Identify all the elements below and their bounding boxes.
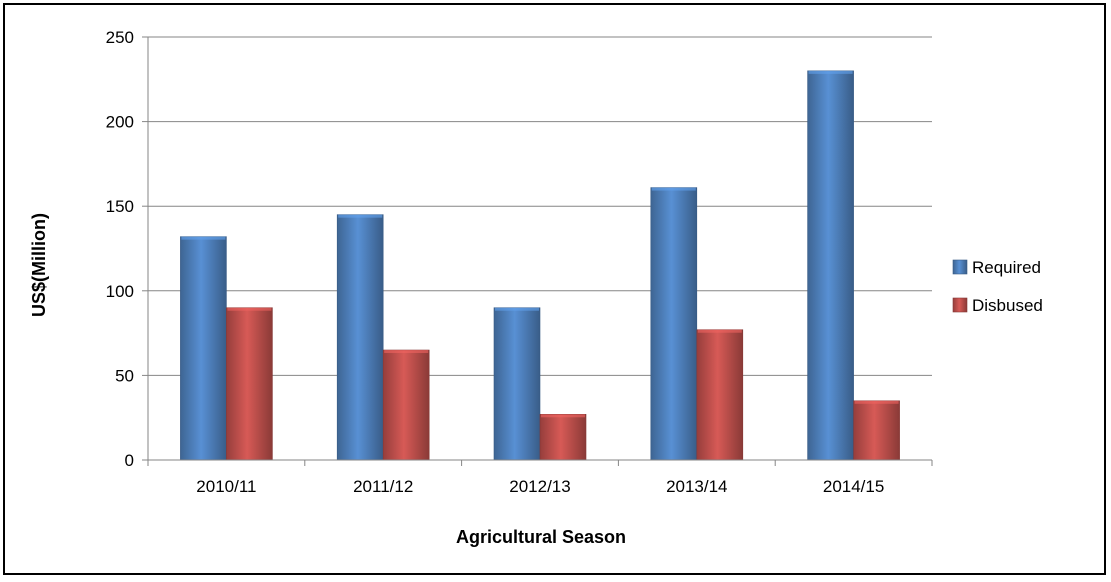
bar-highlight — [181, 236, 226, 240]
gridlines — [148, 36, 932, 376]
bar-disbused-2011-12 — [382, 349, 430, 461]
x-tick-label: 2011/12 — [353, 477, 413, 496]
legend-label-required: Required — [972, 258, 1041, 277]
bar-required-2013-14 — [650, 187, 698, 461]
bar-disbused-2010-11 — [226, 307, 273, 461]
axes — [142, 36, 933, 466]
legend: Required Disbused — [952, 258, 1043, 315]
bar-highlight — [338, 214, 383, 218]
y-tick-label: 100 — [106, 282, 134, 301]
bar-disbused-2014-15 — [853, 400, 900, 461]
y-tick-label: 250 — [106, 28, 134, 47]
bar-highlight — [854, 400, 899, 404]
y-tick-label: 150 — [106, 197, 134, 216]
x-tick-labels: 2010/11 2011/12 2012/13 2013/14 2014/15 — [196, 477, 884, 496]
legend-swatch-disbused — [952, 297, 968, 313]
y-tick-label: 200 — [106, 113, 134, 132]
bar-required-2010-11 — [180, 236, 227, 461]
bar-highlight — [384, 350, 429, 354]
x-tick-label: 2010/11 — [196, 477, 256, 496]
bar-disbused-2012-13 — [539, 414, 587, 461]
y-axis-title: US$(Million) — [29, 213, 49, 317]
y-tick-label: 50 — [115, 366, 134, 385]
bar-disbused-2013-14 — [696, 329, 744, 461]
y-tick-labels: 0 50 100 150 200 250 — [106, 28, 134, 470]
x-tick-label: 2014/15 — [823, 477, 884, 496]
x-axis-title: Agricultural Season — [456, 527, 626, 547]
legend-label-disbused: Disbused — [972, 296, 1043, 315]
bar-highlight — [495, 307, 539, 311]
bar-required-2014-15 — [807, 70, 854, 461]
bar-highlight — [227, 307, 272, 311]
x-tick-label: 2013/14 — [666, 477, 727, 496]
x-tick-label: 2012/13 — [509, 477, 570, 496]
bar-required-2011-12 — [336, 214, 384, 461]
y-tick-label: 0 — [125, 451, 134, 470]
bar-required-2012-13 — [493, 307, 541, 461]
legend-swatch-required — [952, 259, 968, 275]
bars — [180, 70, 900, 461]
bar-highlight — [697, 329, 742, 333]
chart-frame: 0 50 100 150 200 250 2010/11 2011/12 2012/13 201… — [3, 3, 1106, 575]
bar-highlight — [541, 414, 585, 418]
bar-highlight — [651, 187, 696, 191]
bar-highlight — [808, 70, 853, 74]
